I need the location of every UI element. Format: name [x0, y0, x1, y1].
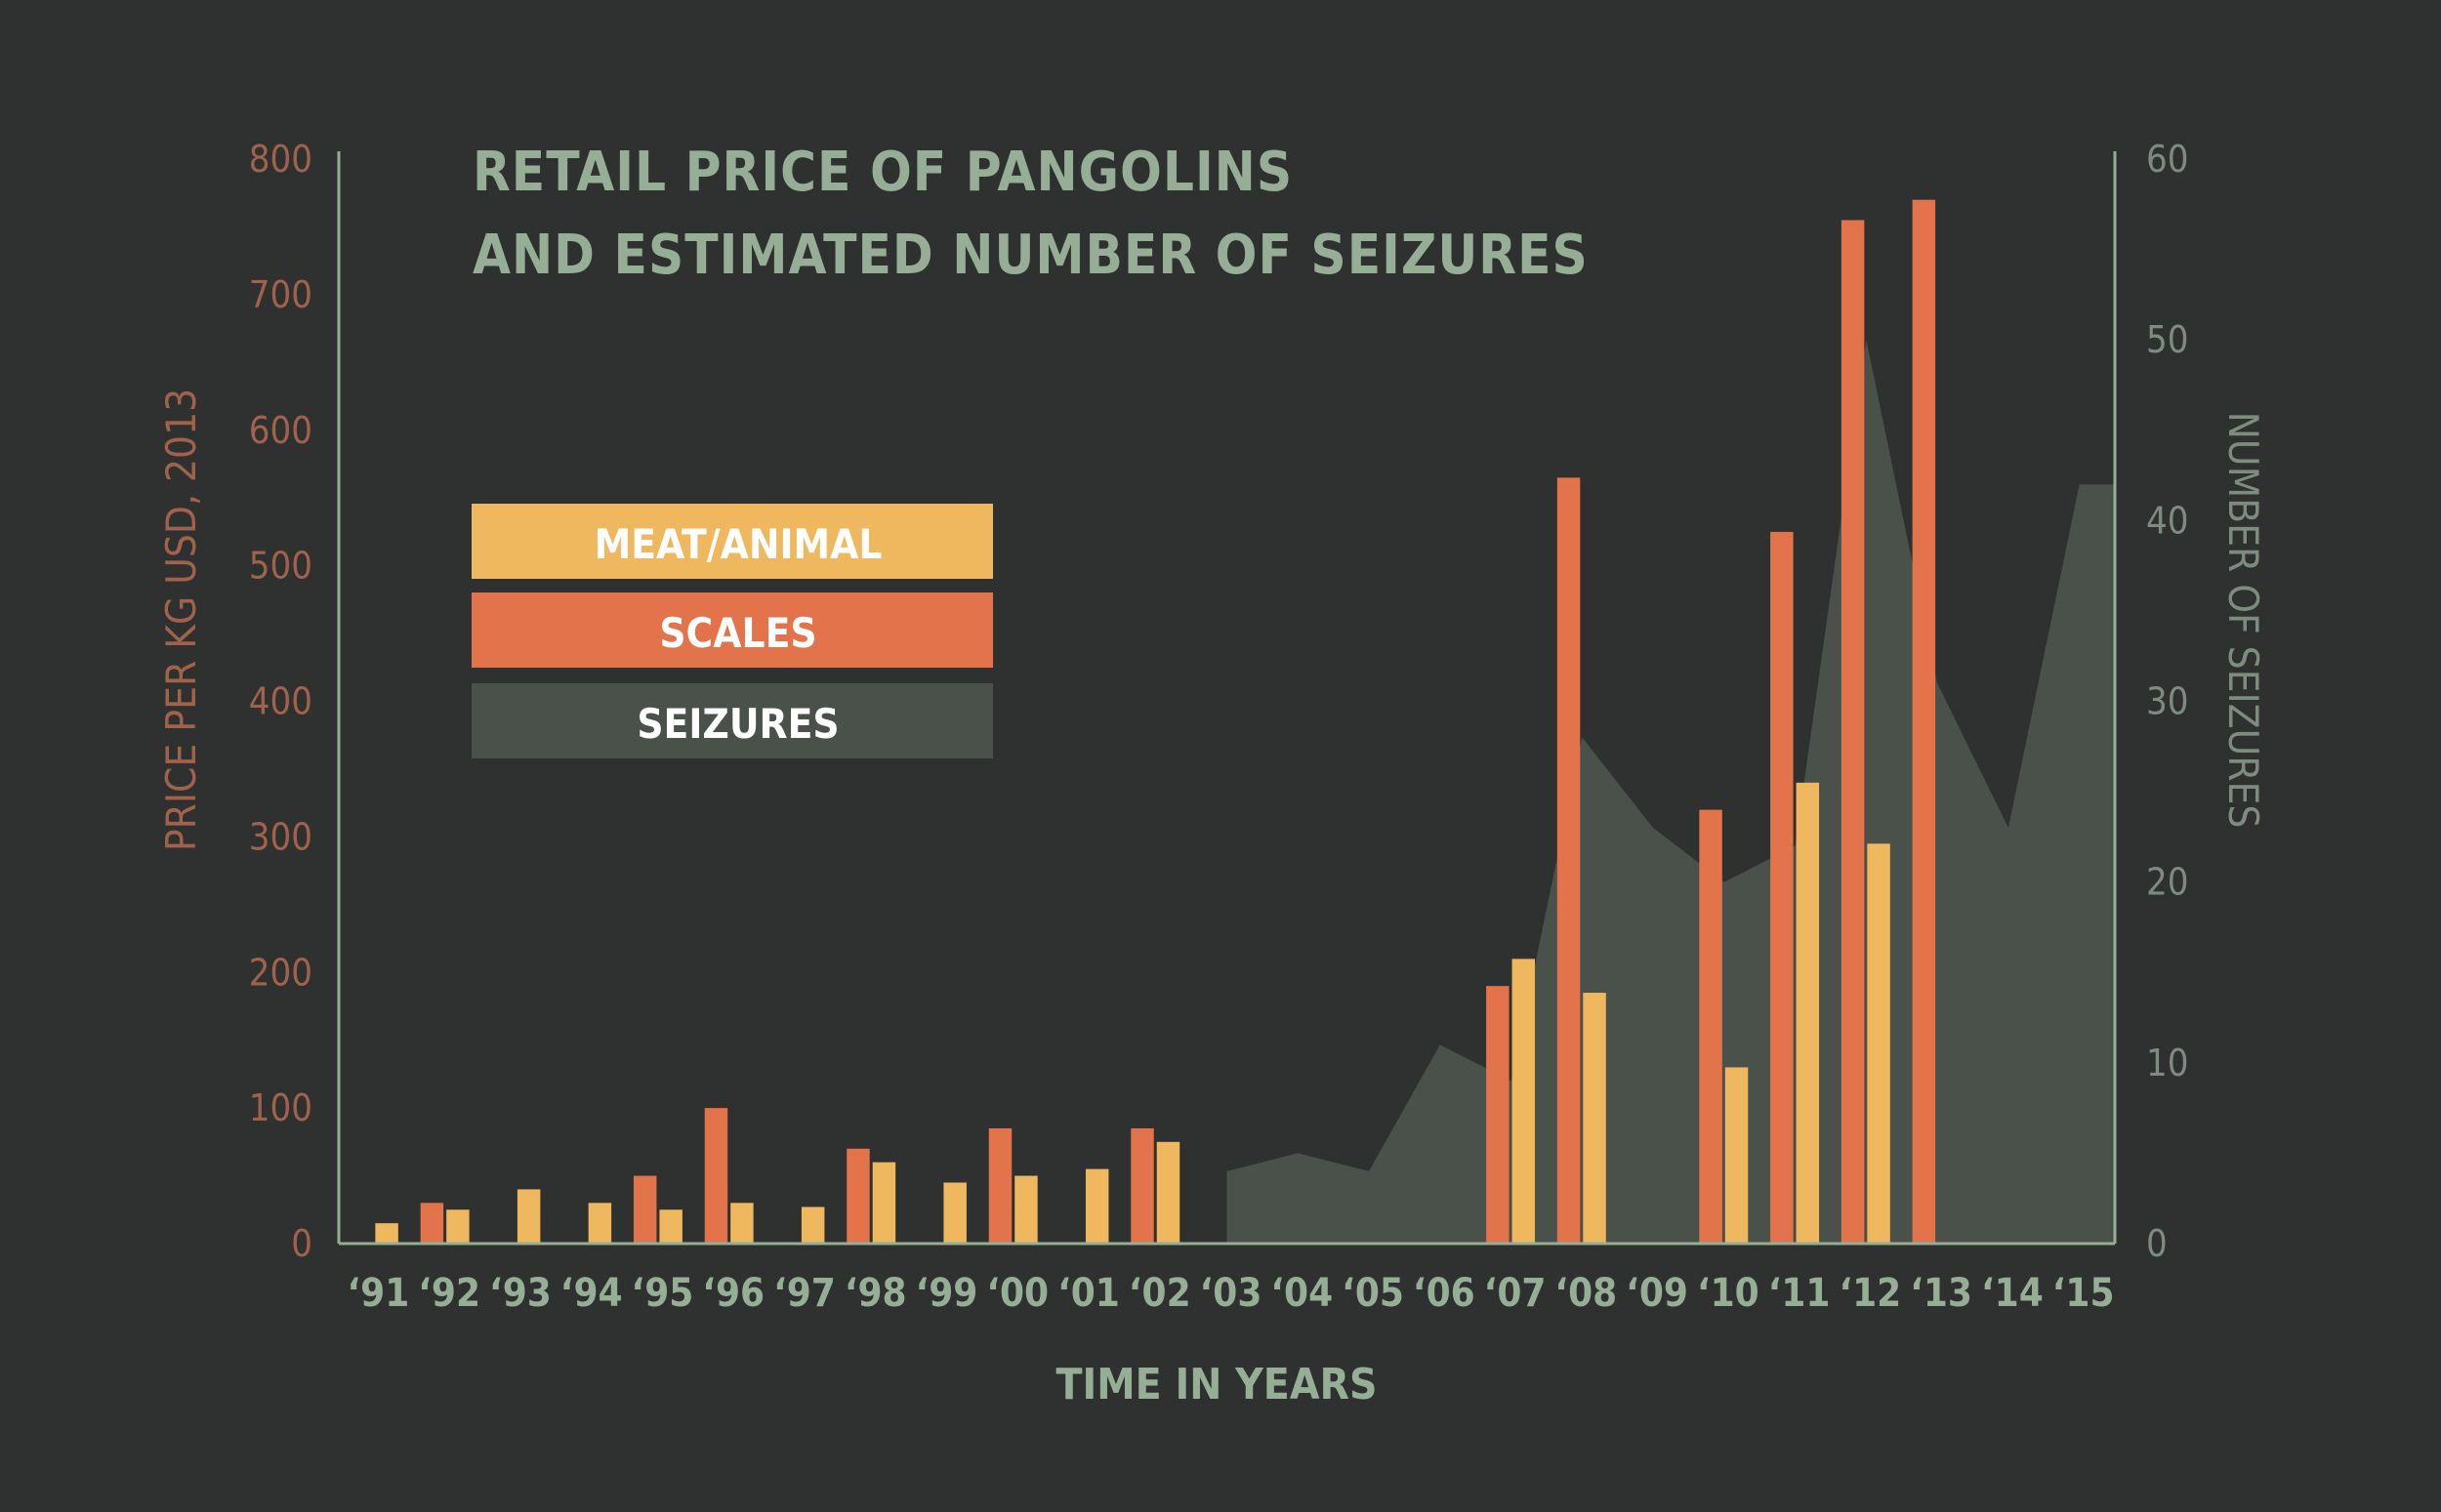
bar-scales	[1841, 220, 1865, 1244]
x-tick-label: ‘10	[1697, 1271, 1759, 1316]
bar-scales	[1131, 1127, 1154, 1244]
y-tick-left: 400	[249, 680, 312, 723]
y-tick-right: 0	[2146, 1222, 2168, 1265]
chart-title-line-2: AND ESTIMATED NUMBER OF SEIZURES	[473, 224, 1589, 287]
x-tick-label: ‘99	[916, 1271, 978, 1316]
chart-title-line-1: RETAIL PRICE OF PANGOLINS	[473, 141, 1293, 204]
legend-label-meat: MEAT/ANIMAL	[595, 520, 883, 568]
x-tick-label: ‘02	[1129, 1271, 1191, 1316]
x-tick-label: ‘11	[1768, 1271, 1831, 1316]
bar-meat	[1867, 843, 1890, 1244]
y-tick-right: 10	[2146, 1042, 2189, 1084]
x-tick-label: ‘98	[845, 1271, 907, 1316]
bar-scales	[633, 1175, 657, 1244]
bar-meat	[801, 1206, 825, 1244]
x-tick-label: ‘07	[1484, 1271, 1547, 1316]
y-axis-left-title: PRICE PER KG USD, 2013	[157, 388, 205, 851]
x-tick-label: ‘94	[560, 1271, 623, 1316]
bar-scales	[1486, 986, 1510, 1244]
bar-meat	[1724, 1067, 1749, 1244]
bar-meat	[1085, 1168, 1109, 1244]
bar-scales	[420, 1203, 444, 1244]
bar-scales	[1699, 809, 1722, 1244]
y-tick-right: 60	[2146, 138, 2189, 181]
x-tick-label: ‘92	[418, 1271, 480, 1316]
y-tick-right: 40	[2146, 499, 2189, 542]
legend-label-scales: SCALES	[659, 609, 816, 657]
bar-meat	[588, 1203, 612, 1244]
x-tick-label: ‘04	[1270, 1271, 1333, 1316]
axes-layer	[337, 151, 2117, 1246]
y-tick-left: 500	[249, 545, 312, 588]
bar-meat	[446, 1209, 470, 1244]
y-tick-left: 100	[249, 1086, 312, 1129]
legend-swatch-meat	[472, 504, 993, 579]
legend-swatch-seizures	[472, 683, 993, 758]
bar-meat	[1583, 993, 1606, 1244]
legend-label-seizures: SEIZURES	[637, 700, 839, 748]
bar-scales	[1770, 531, 1794, 1244]
bar-scales	[847, 1148, 870, 1244]
x-tick-label: ‘03	[1200, 1271, 1262, 1316]
price-bars-layer	[375, 199, 1936, 1245]
bar-meat	[1796, 782, 1820, 1244]
bar-meat	[943, 1182, 967, 1244]
x-tick-label: ‘97	[773, 1271, 836, 1316]
x-tick-label: ‘08	[1554, 1271, 1617, 1316]
bar-scales	[1556, 477, 1581, 1244]
x-tick-label: ‘15	[2052, 1271, 2115, 1316]
bar-meat	[375, 1223, 398, 1244]
bar-meat	[1511, 959, 1536, 1244]
y-tick-left: 600	[249, 409, 312, 452]
bar-meat	[659, 1209, 683, 1244]
x-axis-title: TIME IN YEARS	[1056, 1360, 1378, 1410]
y-tick-left: 200	[249, 951, 312, 994]
bar-meat	[730, 1203, 754, 1244]
x-tick-label: ‘93	[489, 1271, 552, 1316]
y-tick-right: 50	[2146, 318, 2189, 361]
x-tick-label: ‘06	[1413, 1271, 1475, 1316]
x-tick-label: ‘96	[702, 1271, 765, 1316]
bar-meat	[872, 1162, 896, 1244]
seizures-area-layer	[1226, 340, 2115, 1245]
x-tick-label: ‘05	[1342, 1271, 1404, 1316]
y-tick-left: 300	[249, 815, 312, 858]
bar-meat	[1014, 1175, 1038, 1244]
x-tick-label: ‘91	[348, 1271, 410, 1316]
x-tick-label: ‘14	[1981, 1271, 2044, 1316]
x-tick-label: ‘00	[986, 1271, 1049, 1316]
bar-meat	[517, 1189, 541, 1244]
bar-scales	[988, 1127, 1013, 1244]
y-tick-left: 700	[249, 273, 312, 316]
legend: MEAT/ANIMAL SCALES SEIZURES	[472, 504, 993, 758]
y-tick-right: 30	[2146, 680, 2189, 723]
x-tick-label: ‘12	[1839, 1271, 1901, 1316]
bar-scales	[704, 1108, 728, 1244]
y-tick-right: 20	[2146, 861, 2189, 904]
tick-labels-layer: 0 100 200 300 400 500 600 700 800 0 10 20 30 40 50 60 ‘9…	[249, 138, 2189, 1316]
x-tick-label: ‘95	[632, 1271, 694, 1316]
x-tick-label: ‘01	[1057, 1271, 1120, 1316]
y-axis-right-title: NUMBER OF SEIZURES	[2219, 412, 2267, 829]
bar-meat	[1156, 1141, 1180, 1244]
x-tick-label: ‘13	[1910, 1271, 1972, 1316]
x-tick-label: ‘09	[1626, 1271, 1688, 1316]
y-tick-left: 800	[249, 138, 312, 181]
bar-scales	[1912, 199, 1936, 1245]
legend-swatch-scales	[472, 593, 993, 668]
y-tick-left: 0	[291, 1222, 312, 1265]
seizures-area	[1226, 340, 2115, 1245]
